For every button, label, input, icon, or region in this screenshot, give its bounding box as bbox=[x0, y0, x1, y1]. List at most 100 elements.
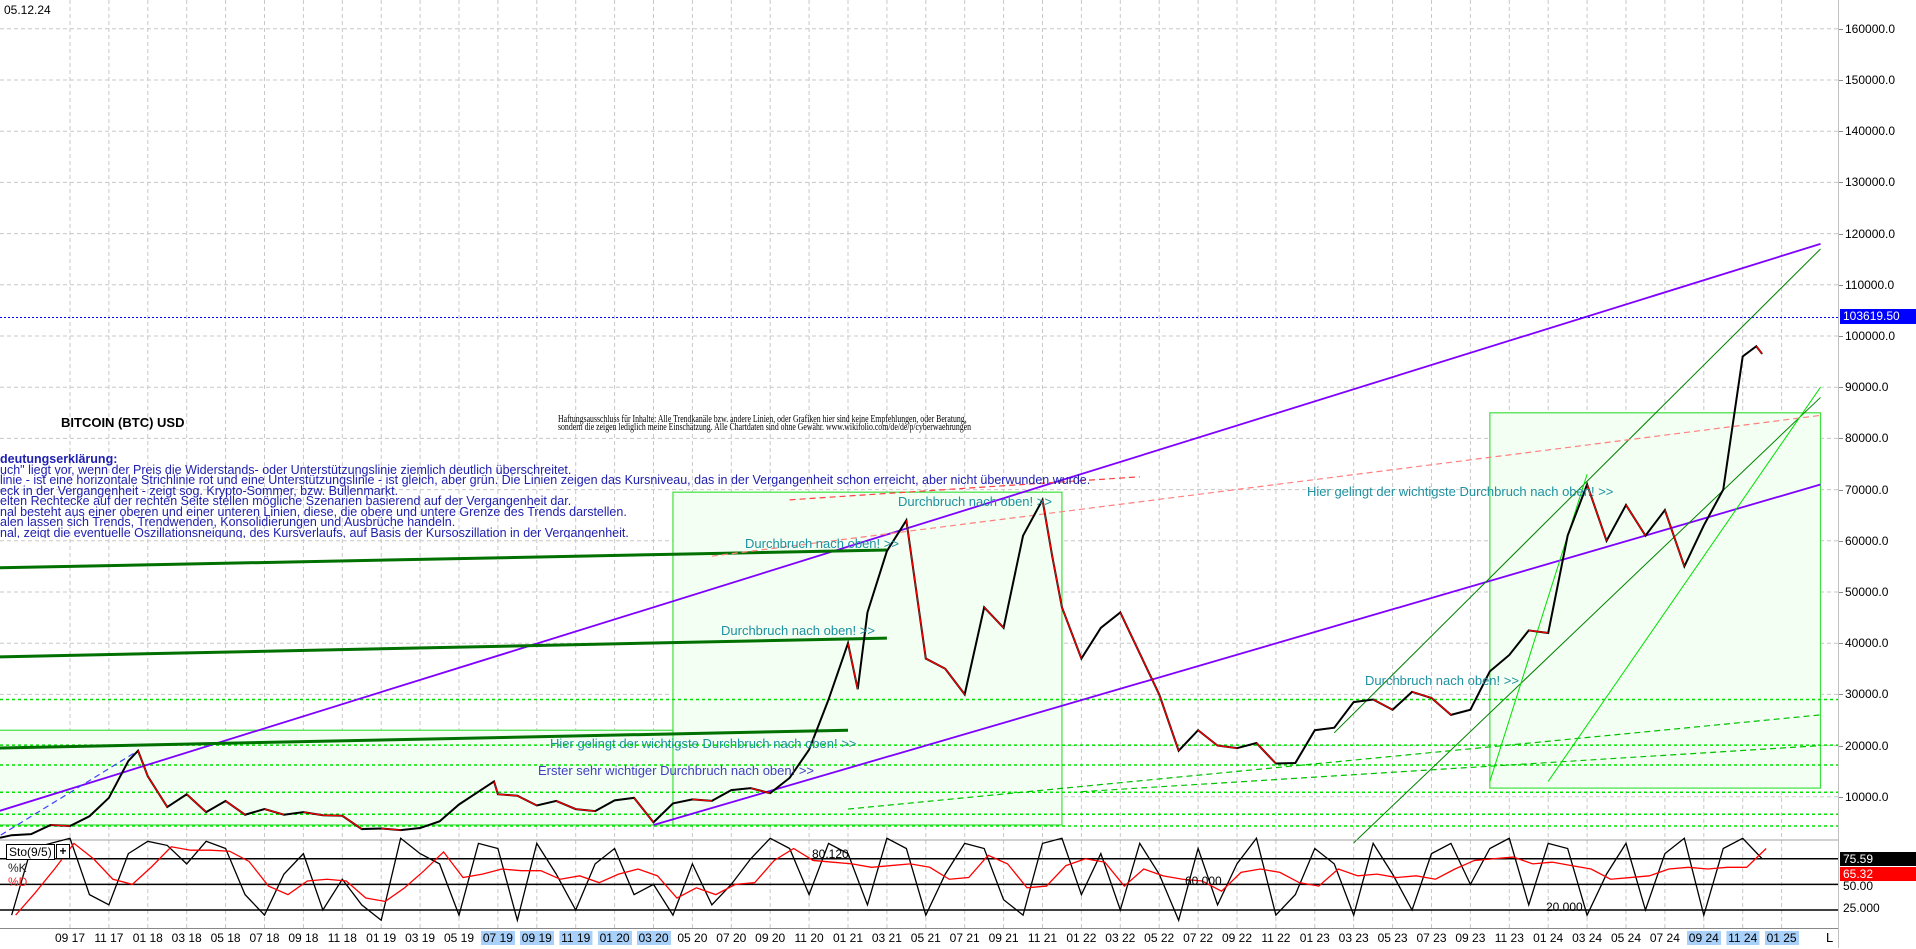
time-tick-label: 09 19 bbox=[519, 931, 554, 945]
time-tick-label: 03 24 bbox=[1572, 931, 1603, 945]
price-tick-label: 90000.0 bbox=[1838, 380, 1889, 395]
price-down-segment bbox=[493, 781, 499, 795]
time-tick-label: 03 19 bbox=[405, 931, 436, 945]
price-axis[interactable]: 10000.0 20000.0 30000.0 40000.0 50000.0 60000… bbox=[1838, 0, 1916, 948]
price-tick-label: 100000.0 bbox=[1838, 329, 1896, 343]
legend-line: nal besteht aus einer oberen und einer u… bbox=[0, 504, 627, 519]
trendlines bbox=[0, 242, 1821, 844]
level-25-label: 25.000 bbox=[1843, 901, 1880, 915]
price-down-segment bbox=[1197, 729, 1218, 747]
time-tick-label: 01 18 bbox=[132, 931, 163, 945]
price-tick-label: 130000.0 bbox=[1838, 175, 1896, 190]
time-tick-label: 09 22 bbox=[1221, 931, 1253, 945]
time-tick-label: 03 20 bbox=[636, 931, 671, 945]
price-down-segment bbox=[1158, 694, 1180, 751]
price-down-segment bbox=[1139, 653, 1160, 695]
stochastic-floating-label: 60.000 bbox=[1185, 874, 1222, 888]
stochastic-d-line bbox=[15, 842, 1767, 916]
price-down-segment bbox=[186, 793, 207, 813]
trendline bbox=[1333, 248, 1821, 734]
time-tick-label: 11 17 bbox=[94, 931, 124, 945]
price-down-segment bbox=[1411, 691, 1432, 699]
d-legend: %D bbox=[8, 875, 28, 889]
chart-date: 05.12.24 bbox=[4, 3, 51, 17]
price-down-segment bbox=[1256, 742, 1277, 764]
current-price-label: 103619.50 bbox=[1840, 309, 1916, 324]
price-down-segment bbox=[341, 815, 363, 830]
price-down-segment bbox=[925, 658, 946, 670]
time-tick-label: 11 22 bbox=[1261, 931, 1291, 945]
legend-heading: deutungserklärung: bbox=[0, 454, 118, 466]
stochastic-indicator-label[interactable]: Sto(9/5) bbox=[6, 844, 55, 860]
annotation-key-breakout: Hier gelingt der wichtigste Durchbruch n… bbox=[550, 736, 857, 751]
time-tick-label: 07 24 bbox=[1649, 931, 1680, 945]
price-tick-label: 10000.0 bbox=[1838, 789, 1889, 804]
time-tick-label: 05 22 bbox=[1144, 931, 1175, 945]
time-tick-label: 03 23 bbox=[1338, 931, 1369, 945]
time-tick-label: 05 23 bbox=[1377, 931, 1408, 945]
time-tick-label: 01 23 bbox=[1299, 931, 1330, 945]
price-down-segment bbox=[1372, 698, 1393, 711]
trendline bbox=[653, 483, 1821, 826]
price-down-segment bbox=[847, 643, 859, 690]
annotation-breakout: Durchbruch nach oben! >> bbox=[898, 494, 1052, 509]
legend-line: eck in der Vergangenheit - zeigt sog. Kr… bbox=[0, 483, 399, 498]
d-value-label: 65.32 bbox=[1840, 867, 1916, 881]
stochastic-floating-label: 80.120 bbox=[812, 847, 849, 861]
chart-title: BITCOIN (BTC) USD bbox=[61, 415, 185, 430]
price-tick-label: 20000.0 bbox=[1838, 738, 1889, 753]
disclaimer: Haftungsausschluss für Inhalte: Alle Tre… bbox=[558, 415, 971, 433]
trendline bbox=[1353, 397, 1821, 844]
time-tick-label: 01 22 bbox=[1066, 931, 1097, 945]
time-tick-label: 03 21 bbox=[871, 931, 902, 945]
time-tick-label: 09 17 bbox=[54, 931, 86, 945]
time-tick-label: 09 24 bbox=[1686, 931, 1721, 945]
price-down-segment bbox=[692, 798, 712, 802]
time-tick-label: 09 20 bbox=[755, 931, 786, 945]
price-down-segment bbox=[1431, 697, 1452, 716]
k-legend: %K bbox=[8, 861, 27, 875]
time-tick-label: 07 20 bbox=[716, 931, 747, 945]
trendline bbox=[1547, 386, 1821, 782]
axis-corner-label: L bbox=[1826, 930, 1834, 945]
time-tick-label: 11 19 bbox=[559, 931, 593, 945]
price-chart[interactable] bbox=[0, 0, 1838, 928]
price-down-segment bbox=[905, 520, 927, 659]
price-down-segment bbox=[1061, 607, 1082, 659]
price-down-segment bbox=[1755, 345, 1763, 355]
price-down-segment bbox=[556, 800, 576, 810]
time-tick-label: 03 18 bbox=[171, 931, 202, 945]
price-tick-label: 150000.0 bbox=[1838, 73, 1896, 87]
legend-line: uch" liegt vor, wenn der Preis die Wider… bbox=[0, 462, 572, 477]
price-down-segment bbox=[944, 668, 966, 695]
time-tick-label: 11 21 bbox=[1027, 931, 1058, 945]
time-tick-label: 11 18 bbox=[327, 931, 357, 945]
time-tick-label: 01 24 bbox=[1533, 931, 1564, 945]
price-tick-label: 70000.0 bbox=[1838, 482, 1889, 497]
scenario-rectangle bbox=[672, 491, 1063, 826]
time-tick-label: 09 23 bbox=[1455, 931, 1486, 945]
expand-plus-icon[interactable]: + bbox=[56, 844, 70, 859]
annotation-first-breakout: Erster sehr wichtiger Durchbruch nach ob… bbox=[538, 763, 815, 778]
time-tick-label: 07 22 bbox=[1183, 931, 1214, 945]
time-tick-label: 03 22 bbox=[1105, 931, 1136, 945]
time-axis[interactable]: 09 17 11 17 01 18 03 18 05 18 07 18 09 18 11 18… bbox=[0, 928, 1838, 949]
trendline bbox=[0, 548, 887, 570]
time-tick-label: 09 18 bbox=[288, 931, 319, 945]
price-tick-label: 30000.0 bbox=[1838, 687, 1889, 702]
time-tick-label: 07 18 bbox=[249, 931, 280, 945]
time-tick-label: 07 23 bbox=[1416, 931, 1447, 945]
time-tick-label: 11 24 bbox=[1726, 931, 1760, 945]
price-down-segment bbox=[1664, 509, 1685, 567]
price-tick-label: 160000.0 bbox=[1838, 21, 1896, 36]
time-tick-label: 11 20 bbox=[794, 931, 824, 945]
annotation-breakout: Durchbruch nach oben! >> bbox=[745, 536, 899, 551]
price-down-segment bbox=[50, 824, 71, 827]
time-tick-label: 05 20 bbox=[677, 931, 708, 945]
time-tick-label: 05 19 bbox=[443, 931, 475, 945]
disclaimer-line: sondern die zeigen lediglich meine Einsc… bbox=[558, 422, 971, 433]
price-down-segment bbox=[575, 808, 596, 812]
trendline bbox=[0, 636, 887, 659]
stochastic-k-line bbox=[11, 836, 1763, 923]
time-tick-label: 01 21 bbox=[832, 931, 864, 945]
